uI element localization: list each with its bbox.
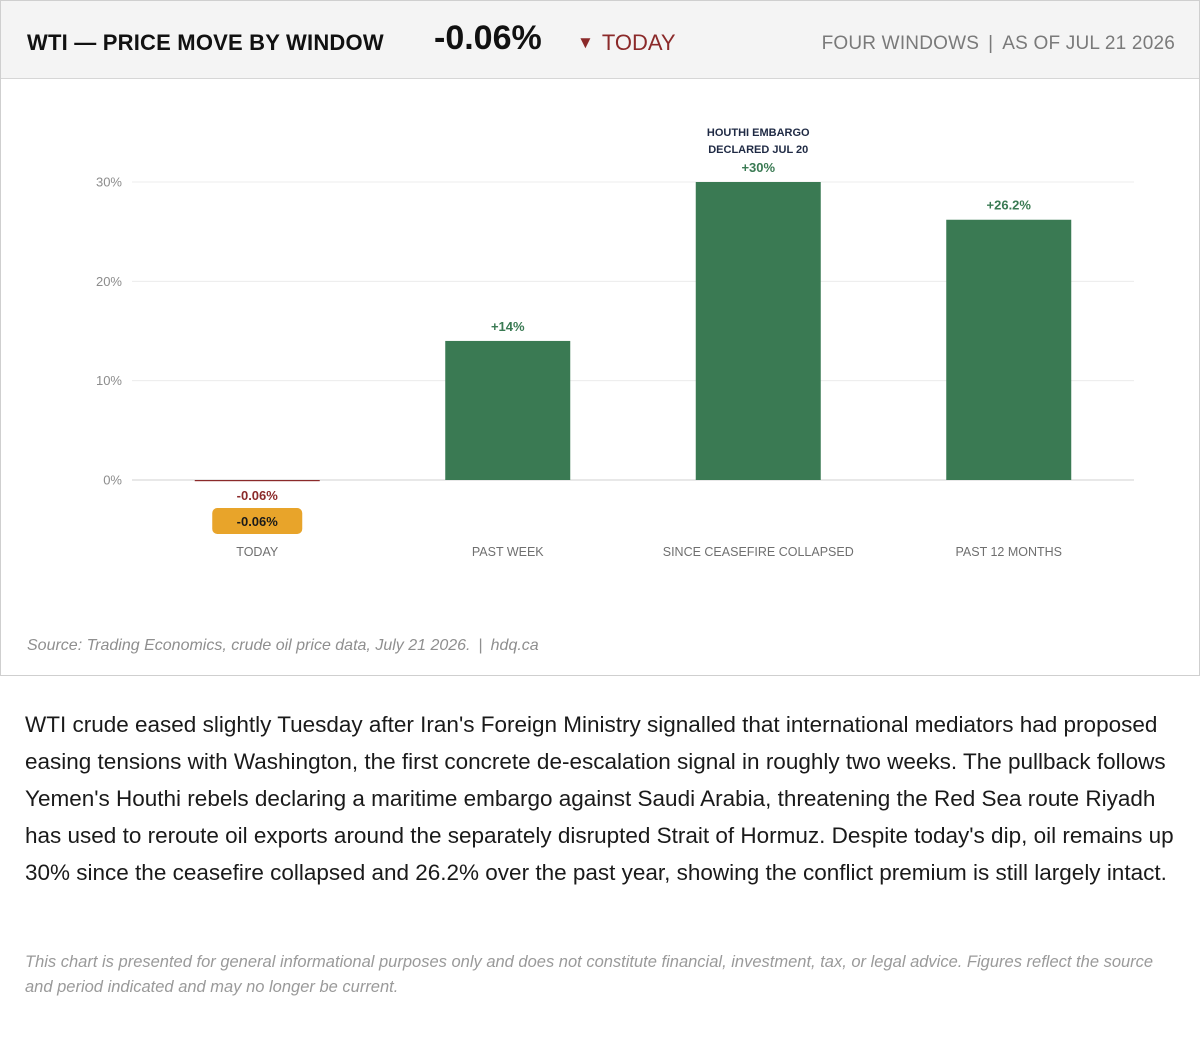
change-indicator: ▼ TODAY <box>577 30 676 56</box>
value-label: +14% <box>491 319 525 334</box>
bar <box>194 480 320 482</box>
disclaimer: This chart is presented for general info… <box>25 953 1154 996</box>
highlight-badge <box>212 508 303 534</box>
annotation-label: DECLARED JUL 20 <box>708 144 808 156</box>
meta-windows: FOUR WINDOWS <box>821 33 980 54</box>
chart-header: WTI — PRICE MOVE BY WINDOW -0.06% ▼ TODAY… <box>1 1 1199 79</box>
source-text: Source: Trading Economics, crude oil pri… <box>27 637 471 654</box>
x-tick-label: SINCE CEASEFIRE COLLAPSED <box>663 545 854 559</box>
y-tick-label: 0% <box>103 473 122 488</box>
source-site: hdq.ca <box>490 637 539 654</box>
headline-value: -0.06% <box>434 19 542 57</box>
source-line: Source: Trading Economics, crude oil pri… <box>27 637 539 655</box>
meta-separator: | <box>988 33 994 54</box>
source-separator: | <box>478 637 483 654</box>
header-meta: FOUR WINDOWS | AS OF JUL 21 2026 <box>822 33 1175 55</box>
bar <box>695 182 821 480</box>
value-label: +30% <box>741 160 775 175</box>
value-label: -0.06% <box>237 488 279 503</box>
bar <box>445 340 571 480</box>
chart-card: WTI — PRICE MOVE BY WINDOW -0.06% ▼ TODAY… <box>0 0 1200 676</box>
y-tick-label: 10% <box>96 373 122 388</box>
y-tick-label: 20% <box>96 274 122 289</box>
change-label: TODAY <box>601 30 676 55</box>
y-tick-label: 30% <box>96 175 122 190</box>
down-arrow-icon: ▼ <box>577 33 594 52</box>
bar <box>946 219 1072 480</box>
x-tick-label: PAST WEEK <box>472 545 544 559</box>
article-body: WTI crude eased slightly Tuesday after I… <box>25 712 1174 885</box>
badge-label: -0.06% <box>237 514 279 529</box>
x-tick-label: TODAY <box>236 545 279 559</box>
x-tick-label: PAST 12 MONTHS <box>955 545 1062 559</box>
value-label: +26.2% <box>987 198 1032 213</box>
bar-chart: 0% 10% 20% 30% -0.06% -0.06% TODAY +14% PAST WEE… <box>96 127 1134 559</box>
chart-title: WTI — PRICE MOVE BY WINDOW <box>27 30 384 55</box>
meta-date: AS OF JUL 21 2026 <box>1002 33 1175 54</box>
annotation-label: HOUTHI EMBARGO <box>707 127 810 139</box>
